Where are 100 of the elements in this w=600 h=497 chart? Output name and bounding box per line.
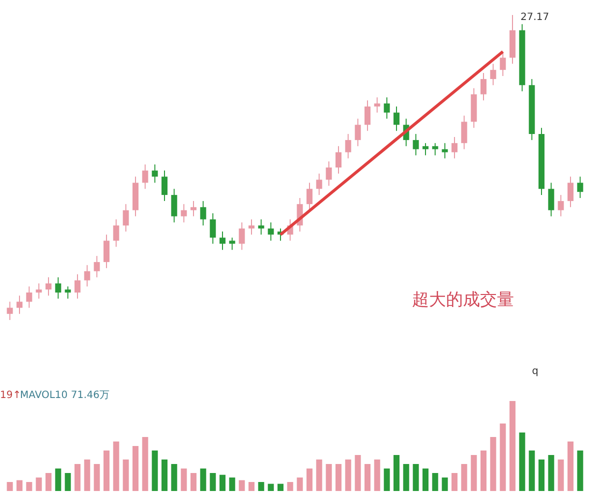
bar (538, 460, 544, 491)
candlestick (46, 276, 52, 296)
bar (384, 468, 390, 491)
bar (278, 484, 284, 491)
bar (229, 478, 236, 491)
candlestick (229, 237, 236, 250)
bar (480, 450, 486, 491)
bar (519, 432, 526, 491)
candlestick (238, 222, 245, 250)
candlestick (490, 63, 496, 86)
bar (336, 464, 342, 491)
candlestick (171, 188, 178, 223)
candlestick (461, 115, 468, 150)
bar (490, 437, 496, 491)
bar (180, 468, 187, 491)
candlestick (220, 231, 226, 250)
candlestick (336, 146, 342, 174)
candlestick (36, 282, 42, 300)
bar (268, 484, 274, 491)
candlestick (306, 182, 312, 211)
candlestick (152, 164, 158, 184)
bar (470, 455, 477, 491)
bar (104, 450, 110, 491)
bar (258, 482, 264, 491)
bar (6, 482, 13, 491)
annotation: MAVOL10 71.46万 (20, 390, 110, 401)
candlestick (268, 222, 274, 242)
bar (568, 442, 574, 491)
candlestick (412, 133, 419, 156)
candlestick (558, 194, 564, 217)
bar (577, 450, 584, 491)
bar (558, 460, 564, 491)
candlestick (180, 204, 187, 223)
bar (210, 473, 216, 491)
bar (190, 473, 196, 491)
bar (412, 464, 419, 491)
bar (84, 460, 90, 491)
bar (316, 460, 322, 491)
bar (354, 455, 361, 491)
candlestick (64, 286, 71, 300)
bar (113, 442, 120, 491)
bar (296, 478, 303, 491)
bar (403, 464, 410, 491)
candlestick (200, 200, 206, 226)
candlestick (104, 234, 110, 269)
bar (326, 464, 332, 491)
candlestick (113, 218, 120, 248)
candlestick (142, 164, 148, 190)
candlestick (162, 170, 168, 202)
bar (364, 464, 370, 491)
candlestick (442, 142, 448, 159)
candlestick (326, 160, 332, 186)
candlestick (16, 295, 22, 314)
bar (374, 460, 380, 491)
annotation: 超大的成交量 (412, 290, 514, 310)
bar (452, 473, 458, 491)
candlestick (422, 142, 428, 156)
candlestick (548, 182, 554, 217)
bar (238, 480, 245, 491)
candlestick (480, 72, 486, 101)
bar (422, 468, 428, 491)
candlestick (190, 200, 196, 217)
candlestick (394, 106, 400, 132)
candlestick (354, 118, 361, 147)
bar (345, 460, 352, 491)
bar (36, 478, 42, 491)
candlestick (84, 264, 90, 287)
candlestick (26, 286, 32, 308)
text: q (532, 366, 538, 377)
candlestick (248, 218, 254, 236)
bar (248, 482, 254, 491)
bar (510, 401, 516, 491)
candlestick (577, 176, 584, 198)
bar (132, 446, 138, 491)
candlestick (122, 204, 129, 232)
bar (162, 460, 168, 491)
bar (306, 468, 312, 491)
bar (152, 450, 158, 491)
annotation: 27.17 (520, 12, 550, 23)
candlestick (210, 212, 216, 244)
bar (287, 482, 294, 491)
bar (26, 482, 32, 491)
candlestick (345, 133, 352, 159)
bar (64, 473, 71, 491)
bar (432, 473, 438, 491)
candlestick (94, 255, 100, 278)
bar (200, 468, 206, 491)
candlestick (374, 96, 380, 114)
bar (74, 464, 80, 491)
candlestick (568, 176, 574, 208)
bar (394, 455, 400, 491)
bar (461, 464, 468, 491)
candlestick (258, 218, 264, 236)
bar (142, 437, 148, 491)
bar (528, 450, 535, 491)
candlestick (500, 51, 506, 76)
annotation: 19↑ (0, 390, 22, 401)
bar (548, 455, 554, 491)
candlestick (74, 274, 80, 300)
bar (46, 473, 52, 491)
